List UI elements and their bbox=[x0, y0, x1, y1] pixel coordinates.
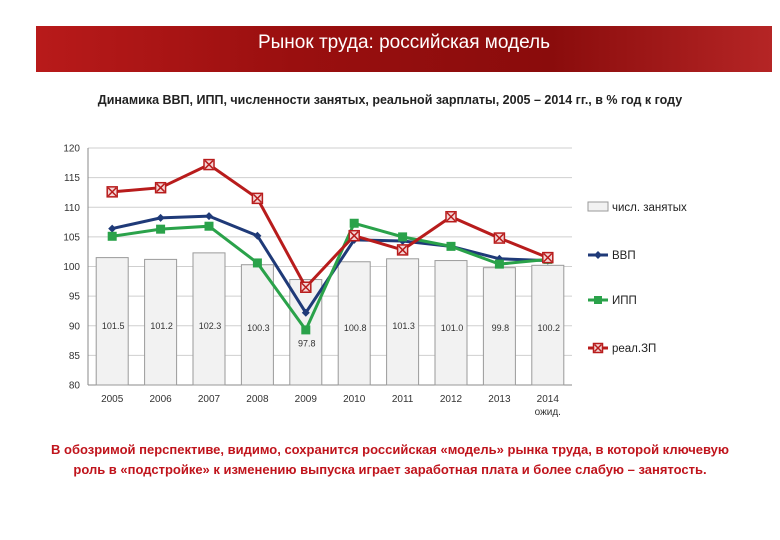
legend-marker-zp-cross bbox=[593, 343, 603, 353]
marker-ipp bbox=[252, 258, 262, 268]
marker-ipp bbox=[107, 231, 117, 241]
legend-marker-ipp bbox=[594, 296, 602, 304]
bar-value-label: 101.2 bbox=[150, 321, 173, 331]
marker-ipp bbox=[446, 241, 456, 251]
x-tick-label: 2008 bbox=[246, 394, 269, 405]
bar bbox=[95, 257, 129, 386]
y-tick-label: 110 bbox=[64, 203, 80, 214]
bar-value-label: 97.8 bbox=[298, 338, 316, 348]
x-tick-label: 2014 bbox=[537, 394, 560, 405]
marker-vvp bbox=[108, 224, 117, 233]
x-tick-label: 2005 bbox=[101, 394, 124, 405]
title-banner: Рынок труда: российская модель bbox=[36, 26, 772, 72]
marker-zp-cross bbox=[252, 193, 262, 203]
marker-ipp bbox=[204, 221, 214, 231]
marker-vvp bbox=[205, 212, 213, 221]
bar-value-label: 101.0 bbox=[441, 323, 464, 333]
marker-zp-cross bbox=[107, 187, 117, 197]
bar-value-label: 101.3 bbox=[392, 321, 415, 331]
x-tick-label: 2011 bbox=[392, 394, 414, 405]
marker-ipp bbox=[494, 259, 504, 269]
legend-label-vvp: ВВП bbox=[612, 250, 636, 262]
bar bbox=[434, 260, 468, 386]
bar-value-label: 100.8 bbox=[344, 323, 367, 333]
bar bbox=[144, 258, 178, 386]
x-tick-sublabel: ожид. bbox=[535, 407, 561, 418]
marker-zp-cross bbox=[543, 253, 553, 263]
legend-label-zp: реал.ЗП bbox=[612, 343, 656, 355]
y-tick-label: 105 bbox=[63, 232, 80, 243]
y-tick-label: 115 bbox=[64, 173, 80, 184]
x-tick-label: 2012 bbox=[440, 394, 463, 405]
y-tick-label: 120 bbox=[63, 144, 80, 155]
y-tick-label: 80 bbox=[69, 381, 81, 392]
y-tick-label: 90 bbox=[69, 321, 81, 332]
bar-value-label: 101.5 bbox=[102, 321, 125, 331]
legend-label-ipp: ИПП bbox=[612, 295, 637, 307]
x-tick-label: 2013 bbox=[488, 394, 511, 405]
x-tick-label: 2007 bbox=[198, 394, 221, 405]
series-line-ipp bbox=[111, 221, 548, 333]
conclusion-text: В обозримой перспективе, видимо, сохрани… bbox=[51, 442, 729, 477]
legend-label-bars: числ. занятых bbox=[612, 202, 687, 214]
y-tick-label: 95 bbox=[69, 292, 81, 303]
marker-ipp bbox=[349, 218, 359, 228]
marker-ipp bbox=[301, 325, 311, 335]
x-tick-label: 2006 bbox=[149, 394, 172, 405]
chart-title: Динамика ВВП, ИПП, численности занятых, … bbox=[97, 93, 683, 107]
marker-zp-cross bbox=[301, 282, 311, 292]
y-tick-label: 100 bbox=[63, 262, 80, 273]
marker-ipp bbox=[398, 232, 408, 242]
marker-zp-cross bbox=[349, 231, 359, 241]
bar-value-label: 100.3 bbox=[247, 323, 270, 333]
marker-vvp bbox=[253, 231, 262, 240]
y-tick-label: 85 bbox=[69, 351, 81, 362]
legend-swatch-bars bbox=[587, 201, 609, 212]
page-title: Рынок труда: российская модель bbox=[257, 32, 551, 53]
marker-vvp bbox=[301, 308, 310, 317]
bar bbox=[192, 252, 226, 386]
marker-zp-cross bbox=[446, 212, 456, 222]
bar bbox=[531, 264, 565, 386]
marker-zp-cross bbox=[204, 160, 214, 170]
legend-marker-vvp bbox=[594, 251, 602, 259]
bar bbox=[386, 258, 420, 386]
bar bbox=[337, 261, 371, 386]
marker-zp-cross bbox=[398, 245, 408, 255]
bar-value-label: 100.2 bbox=[538, 323, 561, 333]
bar bbox=[240, 264, 274, 386]
marker-zp-cross bbox=[494, 233, 504, 243]
x-tick-label: 2010 bbox=[343, 394, 366, 405]
marker-zp-cross bbox=[156, 183, 166, 193]
bar bbox=[482, 267, 516, 386]
bar-value-label: 99.8 bbox=[492, 323, 510, 333]
marker-ipp bbox=[156, 224, 166, 234]
marker-vvp bbox=[156, 213, 165, 222]
series-line-zp bbox=[112, 162, 549, 290]
x-tick-label: 2009 bbox=[295, 394, 318, 405]
bar-value-label: 102.3 bbox=[199, 321, 222, 331]
